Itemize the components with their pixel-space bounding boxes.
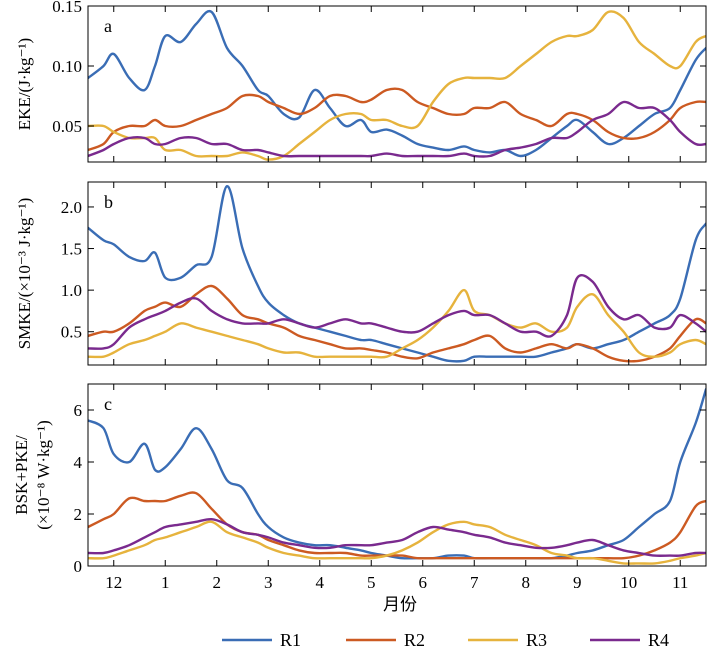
- y-tick-label: 1.5: [61, 240, 82, 259]
- series-line-R3: [88, 288, 706, 359]
- legend-label: R2: [404, 630, 425, 650]
- y-tick-label: 2: [74, 505, 83, 524]
- series-group: [88, 388, 706, 565]
- series-line-R4: [88, 100, 706, 158]
- legend-item-R3: R3: [468, 630, 547, 650]
- legend: R1 R2 R3 R4: [222, 630, 669, 650]
- series-line-R2: [88, 491, 706, 560]
- y-tick-label: 6: [74, 401, 83, 420]
- panel-letter: b: [104, 192, 113, 212]
- x-tick-label: 9: [573, 573, 582, 592]
- series-line-R3: [88, 520, 706, 565]
- series-line-R3: [88, 10, 706, 161]
- legend-item-R4: R4: [590, 630, 669, 650]
- x-tick-label: 2: [213, 573, 222, 592]
- series-line-R1: [88, 9, 706, 158]
- legend-item-R1: R1: [222, 630, 301, 650]
- y-tick-label: 2.0: [61, 198, 82, 217]
- plot-frame: [87, 383, 707, 567]
- x-tick-label: 8: [522, 573, 531, 592]
- legend-label: R3: [526, 630, 547, 650]
- panel-letter: a: [104, 16, 112, 36]
- y-tick-label: 1.0: [61, 281, 82, 300]
- legend-label: R1: [280, 630, 301, 650]
- x-tick-label: 10: [620, 573, 637, 592]
- legend-label: R4: [648, 630, 669, 650]
- x-tick-label: 6: [419, 573, 428, 592]
- x-axis-label: 月份: [383, 595, 417, 614]
- series-group: [88, 9, 706, 161]
- series-group: [88, 184, 706, 363]
- panel-a: 0.05 0.10 0.15 a EKE/(J·kg⁻¹): [15, 0, 707, 163]
- y-tick-label: 0.15: [52, 0, 82, 16]
- plot-frame: [87, 5, 707, 163]
- y-axis-label-units: (×10⁻⁸ W·kg⁻¹): [34, 420, 53, 530]
- y-tick-label: 0.05: [52, 117, 82, 136]
- series-line-R4: [88, 517, 706, 557]
- y-tick-label: 4: [74, 453, 83, 472]
- legend-item-R2: R2: [346, 630, 425, 650]
- series-line-R2: [88, 87, 706, 152]
- x-tick-label: 11: [672, 573, 688, 592]
- plot-frame: [87, 181, 707, 366]
- x-tick-label: 5: [367, 573, 376, 592]
- x-tick-label: 4: [316, 573, 325, 592]
- y-tick-label: 0.5: [61, 323, 82, 342]
- x-tick-label: 12: [105, 573, 122, 592]
- x-tick-label: 7: [470, 573, 479, 592]
- series-line-R4: [88, 274, 706, 350]
- x-tick-label: 1: [161, 573, 170, 592]
- series-line-R1: [88, 184, 706, 363]
- panel-b: 0.5 1.0 1.5 2.0 b SMKE/(×10⁻³ J·kg⁻¹): [15, 181, 707, 366]
- x-tick-label: 3: [264, 573, 273, 592]
- panel-letter: c: [104, 394, 112, 414]
- y-axis-label: EKE/(J·kg⁻¹): [15, 38, 34, 130]
- y-axis-label: BSK+PKE/: [12, 435, 31, 515]
- y-tick-label: 0.10: [52, 57, 82, 76]
- y-tick-label: 0: [74, 557, 83, 576]
- y-axis-label: SMKE/(×10⁻³ J·kg⁻¹): [15, 198, 34, 350]
- series-line-R2: [88, 284, 706, 363]
